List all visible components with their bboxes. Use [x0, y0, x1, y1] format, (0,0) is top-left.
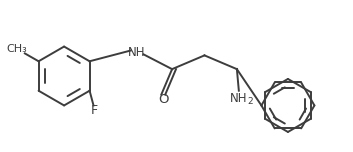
Text: F: F: [91, 104, 98, 117]
Text: CH₃: CH₃: [7, 45, 28, 55]
Text: O: O: [158, 93, 168, 106]
Text: NH: NH: [128, 46, 145, 59]
Text: NH: NH: [230, 92, 247, 105]
Text: 2: 2: [248, 97, 253, 106]
